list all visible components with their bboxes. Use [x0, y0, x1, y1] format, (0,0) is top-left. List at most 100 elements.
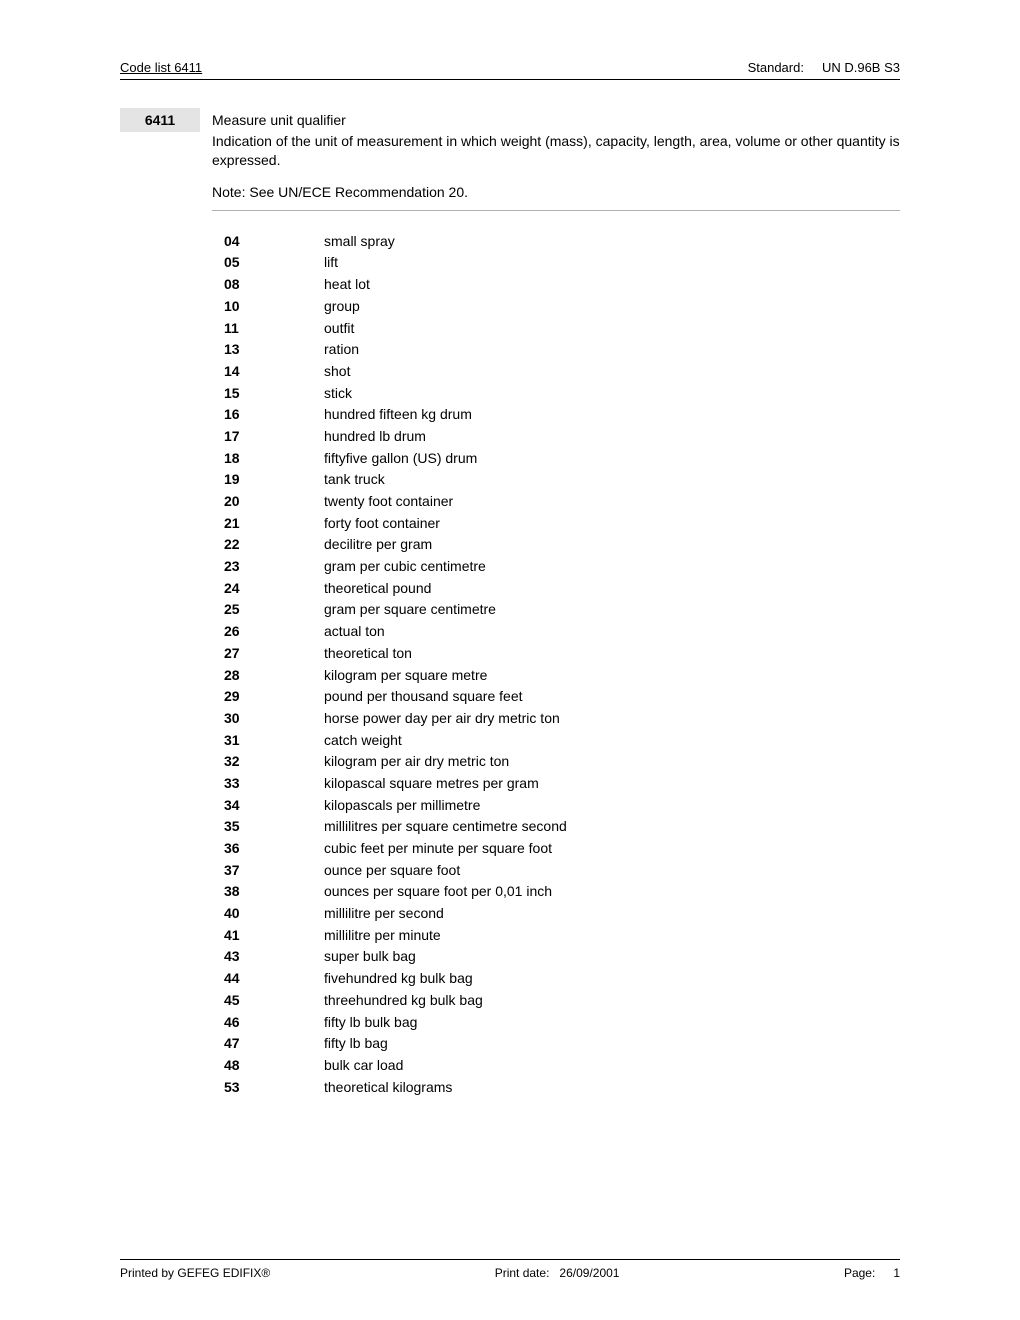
print-date-value: 26/09/2001 [559, 1266, 619, 1280]
code-value: forty foot container [324, 513, 900, 535]
section-header: 6411 Measure unit qualifier Indication o… [120, 108, 900, 1098]
page-footer: Printed by GEFEG EDIFIX® Print date: 26/… [120, 1259, 900, 1280]
code-value: fifty lb bulk bag [324, 1012, 900, 1034]
code-value: kilogram per square metre [324, 665, 900, 687]
code-row: 05lift [224, 252, 900, 274]
code-key: 18 [224, 448, 324, 470]
code-key: 05 [224, 252, 324, 274]
code-row: 26actual ton [224, 621, 900, 643]
code-value: heat lot [324, 274, 900, 296]
code-row: 38ounces per square foot per 0,01 inch [224, 881, 900, 903]
code-key: 24 [224, 578, 324, 600]
code-row: 32kilogram per air dry metric ton [224, 751, 900, 773]
code-key: 53 [224, 1077, 324, 1099]
code-value: hundred lb drum [324, 426, 900, 448]
code-key: 31 [224, 730, 324, 752]
code-value: kilopascals per millimetre [324, 795, 900, 817]
code-key: 27 [224, 643, 324, 665]
code-row: 33kilopascal square metres per gram [224, 773, 900, 795]
code-value: fiftyfive gallon (US) drum [324, 448, 900, 470]
code-key: 16 [224, 404, 324, 426]
code-value: lift [324, 252, 900, 274]
code-key: 26 [224, 621, 324, 643]
code-key: 25 [224, 599, 324, 621]
code-row: 22decilitre per gram [224, 534, 900, 556]
code-key: 30 [224, 708, 324, 730]
code-value: cubic feet per minute per square foot [324, 838, 900, 860]
code-value: ounces per square foot per 0,01 inch [324, 881, 900, 903]
code-row: 34kilopascals per millimetre [224, 795, 900, 817]
code-key: 35 [224, 816, 324, 838]
code-row: 20twenty foot container [224, 491, 900, 513]
header-right-group: Standard: UN D.96B S3 [748, 60, 900, 75]
code-key: 36 [224, 838, 324, 860]
code-key: 34 [224, 795, 324, 817]
standard-label: Standard: [748, 60, 804, 75]
page-header: Code list 6411 Standard: UN D.96B S3 [120, 60, 900, 80]
code-value: kilogram per air dry metric ton [324, 751, 900, 773]
code-value: decilitre per gram [324, 534, 900, 556]
print-date-label: Print date: [495, 1266, 550, 1280]
code-value: catch weight [324, 730, 900, 752]
section-body: Measure unit qualifier Indication of the… [200, 108, 900, 1098]
code-row: 15stick [224, 383, 900, 405]
code-value: small spray [324, 231, 900, 253]
page-label: Page: [844, 1266, 875, 1280]
code-row: 11outfit [224, 318, 900, 340]
code-value: group [324, 296, 900, 318]
code-key: 44 [224, 968, 324, 990]
standard-value: UN D.96B S3 [822, 60, 900, 75]
code-value: actual ton [324, 621, 900, 643]
code-row: 13ration [224, 339, 900, 361]
code-value: super bulk bag [324, 946, 900, 968]
code-key: 04 [224, 231, 324, 253]
code-key: 32 [224, 751, 324, 773]
code-value: twenty foot container [324, 491, 900, 513]
code-key: 46 [224, 1012, 324, 1034]
page-value: 1 [893, 1266, 900, 1280]
code-row: 25gram per square centimetre [224, 599, 900, 621]
code-key: 22 [224, 534, 324, 556]
code-key: 17 [224, 426, 324, 448]
code-key: 08 [224, 274, 324, 296]
code-key: 10 [224, 296, 324, 318]
code-row: 21forty foot container [224, 513, 900, 535]
code-value: stick [324, 383, 900, 405]
code-row: 47fifty lb bag [224, 1033, 900, 1055]
code-row: 18fiftyfive gallon (US) drum [224, 448, 900, 470]
code-key: 15 [224, 383, 324, 405]
code-row: 10group [224, 296, 900, 318]
code-key: 14 [224, 361, 324, 383]
page-container: Code list 6411 Standard: UN D.96B S3 641… [0, 0, 1020, 1138]
code-key: 29 [224, 686, 324, 708]
code-row: 43super bulk bag [224, 946, 900, 968]
code-row: 16hundred fifteen kg drum [224, 404, 900, 426]
code-key: 11 [224, 318, 324, 340]
code-key: 19 [224, 469, 324, 491]
code-key: 40 [224, 903, 324, 925]
code-value: ounce per square foot [324, 860, 900, 882]
code-row: 53theoretical kilograms [224, 1077, 900, 1099]
section-description: Indication of the unit of measurement in… [212, 132, 900, 170]
code-row: 14shot [224, 361, 900, 383]
code-row: 28kilogram per square metre [224, 665, 900, 687]
code-key: 48 [224, 1055, 324, 1077]
code-value: millilitre per minute [324, 925, 900, 947]
code-row: 44fivehundred kg bulk bag [224, 968, 900, 990]
section-divider [212, 210, 900, 211]
code-value: kilopascal square metres per gram [324, 773, 900, 795]
code-key: 47 [224, 1033, 324, 1055]
code-key: 45 [224, 990, 324, 1012]
code-row: 37ounce per square foot [224, 860, 900, 882]
code-key: 20 [224, 491, 324, 513]
code-value: millilitre per second [324, 903, 900, 925]
code-row: 19tank truck [224, 469, 900, 491]
code-row: 23gram per cubic centimetre [224, 556, 900, 578]
footer-page: Page: 1 [844, 1266, 900, 1280]
section-note: Note: See UN/ECE Recommendation 20. [212, 184, 900, 200]
code-value: threehundred kg bulk bag [324, 990, 900, 1012]
code-value: fivehundred kg bulk bag [324, 968, 900, 990]
code-row: 35millilitres per square centimetre seco… [224, 816, 900, 838]
code-key: 21 [224, 513, 324, 535]
code-value: theoretical pound [324, 578, 900, 600]
